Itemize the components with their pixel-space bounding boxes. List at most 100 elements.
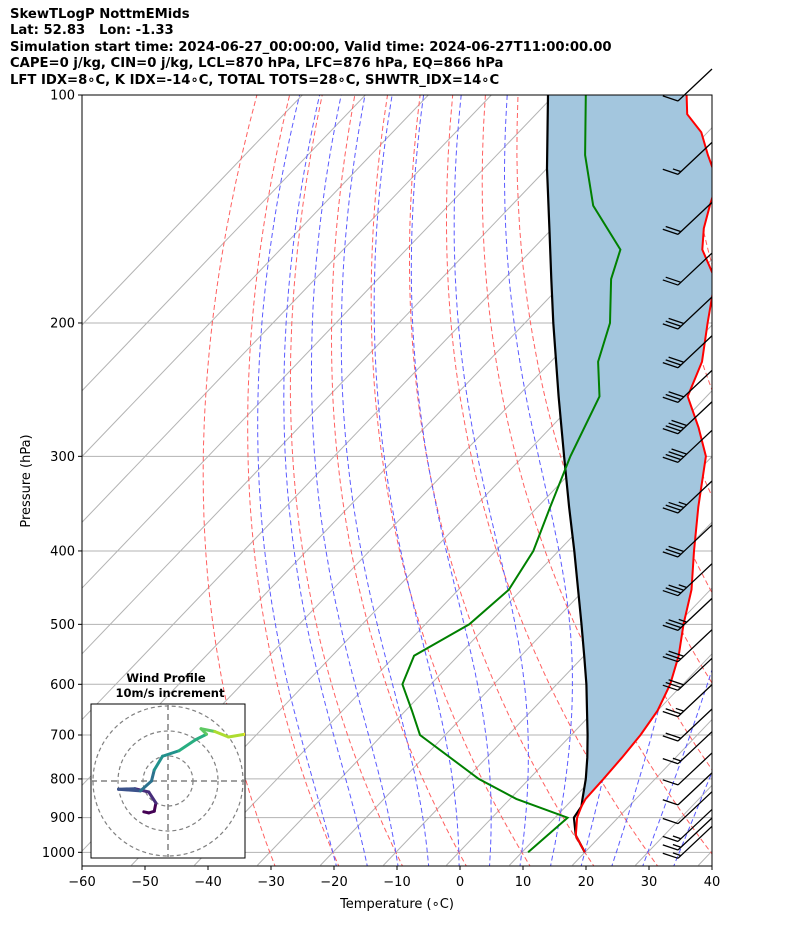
barb-feather — [668, 391, 685, 398]
x-tick-label: 40 — [704, 875, 721, 890]
axes: −60 −50 −40 −30 −20 −10 0 10 20 30 40 1000 900 800 700… — [42, 89, 720, 891]
isotherm-line — [572, 718, 712, 866]
barb-feather — [662, 710, 679, 718]
wind-barb — [662, 752, 713, 786]
wind-barb — [662, 684, 713, 718]
x-tick-label: −20 — [320, 875, 347, 890]
barb-feather — [668, 584, 685, 591]
y-axis-label: Pressure (hPa) — [19, 434, 34, 527]
wind-barb — [662, 68, 713, 102]
y-tick-label: 300 — [50, 450, 75, 465]
y-tick-label: 200 — [50, 316, 75, 331]
moist-adiabat — [373, 95, 460, 866]
barb-feather — [662, 844, 679, 851]
wind-barb — [662, 731, 713, 765]
time-line: Simulation start time: 2024-06-27_00:00:… — [10, 39, 612, 55]
wind-barb — [662, 401, 713, 435]
barb-staff — [677, 252, 713, 286]
barb-staff — [677, 752, 713, 786]
hodograph-segment — [227, 732, 245, 739]
hodograph-segment — [152, 754, 164, 772]
y-tick-label: 900 — [50, 811, 75, 826]
barb-feather — [668, 650, 685, 657]
barb-feather — [668, 317, 685, 325]
hodograph-segment — [194, 732, 208, 742]
barb-feather — [668, 422, 685, 429]
isotherm-line — [82, 95, 303, 326]
barb-feather — [662, 757, 679, 765]
barb-feather — [665, 504, 682, 511]
isotherm-line — [82, 95, 492, 524]
moist-adiabat — [410, 95, 492, 866]
x-tick-label: −60 — [68, 875, 95, 890]
barb-feather — [662, 799, 679, 806]
x-tick-label: 10 — [515, 875, 532, 890]
y-tick-label: 700 — [50, 729, 75, 744]
barb-half-feather — [672, 168, 682, 173]
barb-feather — [665, 359, 682, 366]
dry-adiabat — [370, 95, 531, 866]
x-tick-label: −10 — [383, 875, 410, 890]
wind-barb — [662, 296, 713, 330]
dry-adiabat — [247, 95, 340, 866]
temperature-line — [574, 95, 712, 853]
wind-barb — [662, 708, 713, 742]
dry-adiabat — [409, 95, 595, 866]
barb-half-feather — [678, 584, 687, 589]
barb-feather — [662, 684, 679, 691]
y-tick-label: 500 — [50, 618, 75, 633]
barb-feather — [665, 276, 682, 283]
indices-line: LFT IDX=8∘C, K IDX=-14∘C, TOTAL TOTS=28∘… — [10, 72, 500, 88]
isotherm-line — [761, 95, 794, 865]
barb-feather — [665, 587, 682, 594]
wind-barb — [662, 369, 713, 403]
wind-barb — [662, 524, 713, 558]
isotherm-line — [82, 95, 429, 458]
hodograph-segment — [117, 787, 142, 793]
hodograph-segment — [161, 749, 181, 758]
barb-feather — [662, 551, 679, 558]
wind-barb — [662, 252, 713, 286]
x-axis-label: Temperature (∘C) — [339, 897, 454, 912]
x-tick-label: −40 — [194, 875, 221, 890]
barb-feather — [662, 735, 679, 742]
barb-feather — [665, 732, 682, 739]
barb-half-feather — [678, 501, 687, 506]
y-tick-label: 1000 — [42, 846, 75, 861]
profiles — [401, 95, 712, 854]
barb-staff — [677, 731, 713, 765]
hodograph-segment — [213, 730, 230, 739]
barb-feather — [662, 852, 679, 859]
barb-feather — [671, 419, 687, 427]
moist-adiabat — [453, 95, 529, 866]
cape-shade — [547, 95, 712, 807]
wind-barb — [662, 335, 713, 369]
dry-adiabat — [714, 95, 794, 868]
dry-adiabat — [746, 95, 794, 868]
barb-half-feather — [672, 757, 682, 762]
x-tick-label: −50 — [131, 875, 158, 890]
barb-half-feather — [675, 707, 685, 712]
barb-feather — [662, 228, 679, 235]
parcel-profile-line — [545, 95, 589, 853]
barb-feather — [668, 619, 685, 626]
wind-barb — [662, 429, 713, 463]
wind-barb — [662, 629, 713, 663]
inset-subtitle: 10m/s increment — [116, 686, 225, 700]
barb-staff — [677, 808, 713, 842]
barb-staff — [677, 772, 713, 806]
barb-staff — [677, 825, 713, 859]
barb-staff — [677, 791, 713, 825]
barb-feather — [662, 817, 679, 825]
barb-feather — [662, 456, 679, 463]
barb-feather — [662, 624, 679, 631]
barb-feather — [662, 95, 679, 102]
wind-barbs — [662, 68, 713, 859]
barb-feather — [662, 361, 679, 369]
x-tick-label: −30 — [257, 875, 284, 890]
barb-feather — [665, 225, 682, 233]
dry-adiabat — [446, 95, 659, 866]
inset-title: Wind Profile — [126, 671, 206, 685]
isotherm-line — [698, 850, 712, 866]
barb-half-feather — [678, 618, 687, 623]
